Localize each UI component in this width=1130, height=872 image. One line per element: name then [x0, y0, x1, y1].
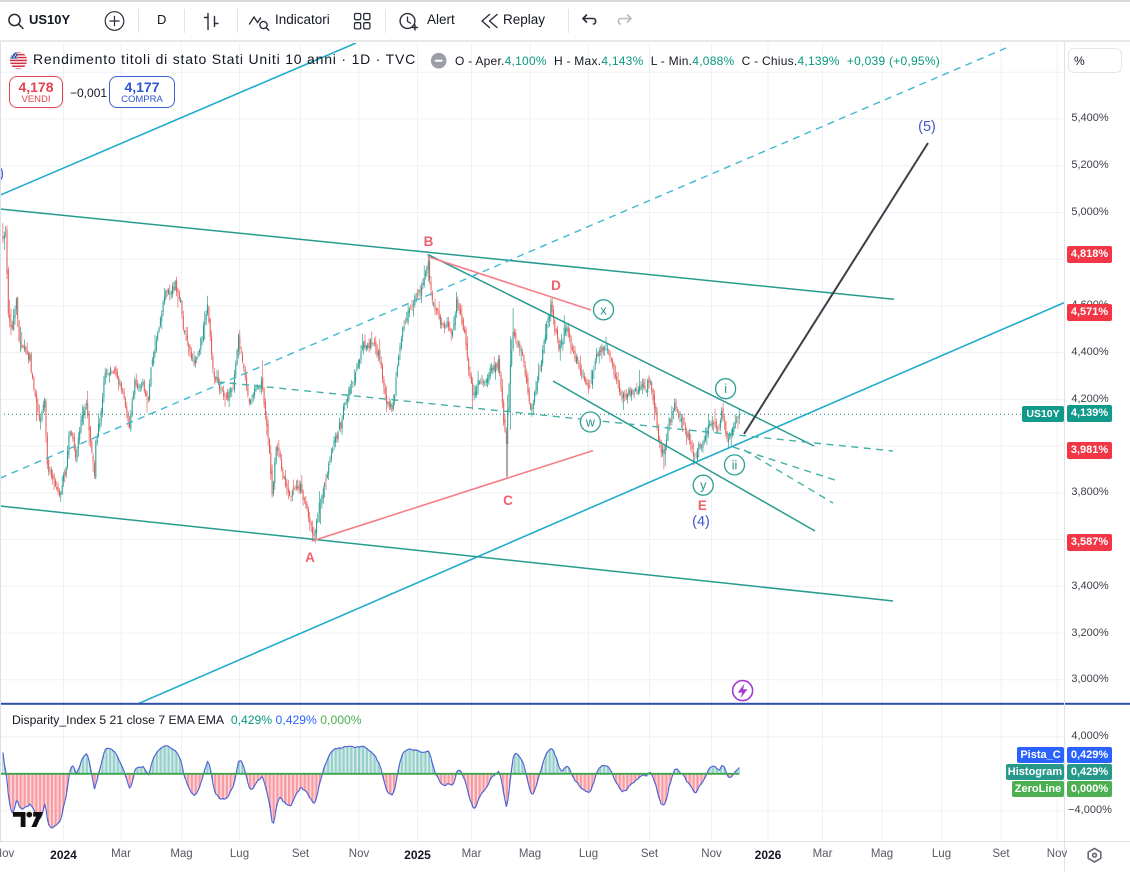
svg-text:E: E — [698, 498, 707, 513]
svg-text:C: C — [503, 493, 513, 508]
svg-text:y: y — [700, 479, 707, 493]
svg-text:ii: ii — [732, 458, 738, 472]
svg-text:(4): (4) — [692, 514, 710, 530]
svg-text:w: w — [585, 416, 596, 430]
svg-text:x: x — [600, 303, 607, 317]
svg-text:(5): (5) — [918, 119, 936, 135]
svg-text:): ) — [0, 166, 4, 182]
svg-text:B: B — [424, 234, 434, 249]
svg-text:i: i — [724, 382, 727, 396]
svg-text:A: A — [305, 550, 315, 565]
svg-text:D: D — [551, 278, 561, 293]
